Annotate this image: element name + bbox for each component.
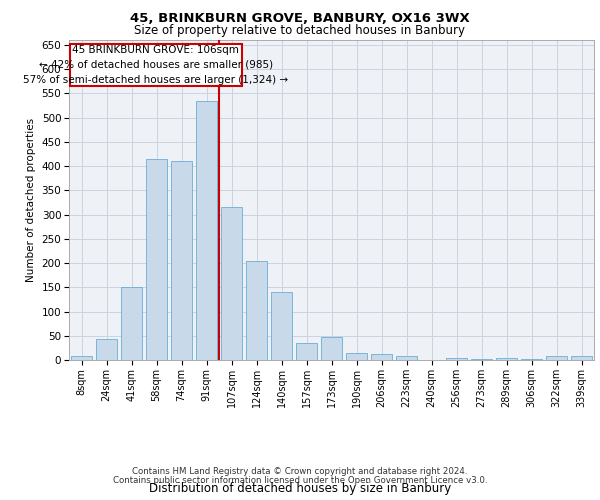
Bar (121, 288, 142, 360)
Bar (321, 336, 342, 360)
Bar (196, 100, 217, 360)
Bar (546, 356, 567, 360)
Bar (296, 343, 317, 360)
Bar (96, 338, 117, 360)
FancyBboxPatch shape (70, 44, 241, 86)
Text: Distribution of detached houses by size in Banbury: Distribution of detached houses by size … (149, 482, 451, 495)
Bar (71, 356, 92, 360)
Bar (371, 354, 392, 360)
Bar (346, 352, 367, 360)
Text: Contains public sector information licensed under the Open Government Licence v3: Contains public sector information licen… (113, 476, 487, 485)
Bar (471, 359, 492, 360)
Bar (271, 292, 292, 360)
Bar (146, 159, 167, 360)
Bar (246, 260, 267, 360)
Text: 45 BRINKBURN GROVE: 106sqm
← 42% of detached houses are smaller (985)
57% of sem: 45 BRINKBURN GROVE: 106sqm ← 42% of deta… (23, 44, 289, 85)
Bar (446, 358, 467, 360)
Bar (221, 208, 242, 360)
Y-axis label: Number of detached properties: Number of detached properties (26, 118, 36, 282)
Bar (396, 356, 417, 360)
Bar (571, 356, 592, 360)
Bar (496, 358, 517, 360)
Text: Size of property relative to detached houses in Banbury: Size of property relative to detached ho… (134, 24, 466, 37)
Text: Contains HM Land Registry data © Crown copyright and database right 2024.: Contains HM Land Registry data © Crown c… (132, 467, 468, 476)
Text: 45, BRINKBURN GROVE, BANBURY, OX16 3WX: 45, BRINKBURN GROVE, BANBURY, OX16 3WX (130, 12, 470, 26)
Bar (171, 161, 192, 360)
Bar (521, 359, 542, 360)
